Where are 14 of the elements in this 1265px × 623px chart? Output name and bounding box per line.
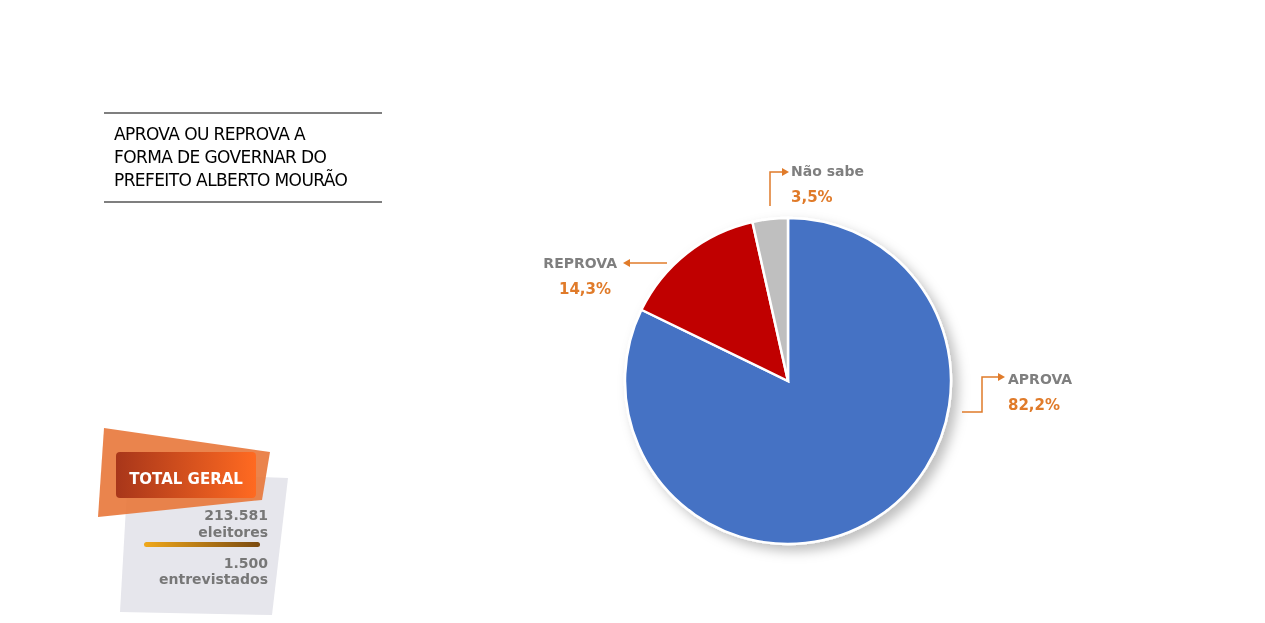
text: entrevistados: [159, 571, 268, 587]
slice-label: Não sabe: [791, 163, 864, 179]
text: TOTAL GERAL: [129, 470, 244, 488]
pie-slice: [624, 216, 953, 546]
text: eleitores: [198, 524, 268, 540]
text: APROVA OU REPROVA A FORMA DE GOVERNAR DO PREFEITO ALBERTO MOURÃO: [114, 124, 348, 190]
text: 1.500: [223, 555, 269, 571]
text: 213.581: [204, 507, 268, 523]
slice-label: APROVA: [1008, 371, 1073, 387]
slice-label: REPROVA: [543, 255, 618, 271]
pie-slice: [640, 220, 790, 383]
data-label: 82,2%: [1008, 396, 1061, 414]
data-label: 14,3%: [558, 280, 611, 298]
data-label: 3,5%: [791, 188, 833, 206]
